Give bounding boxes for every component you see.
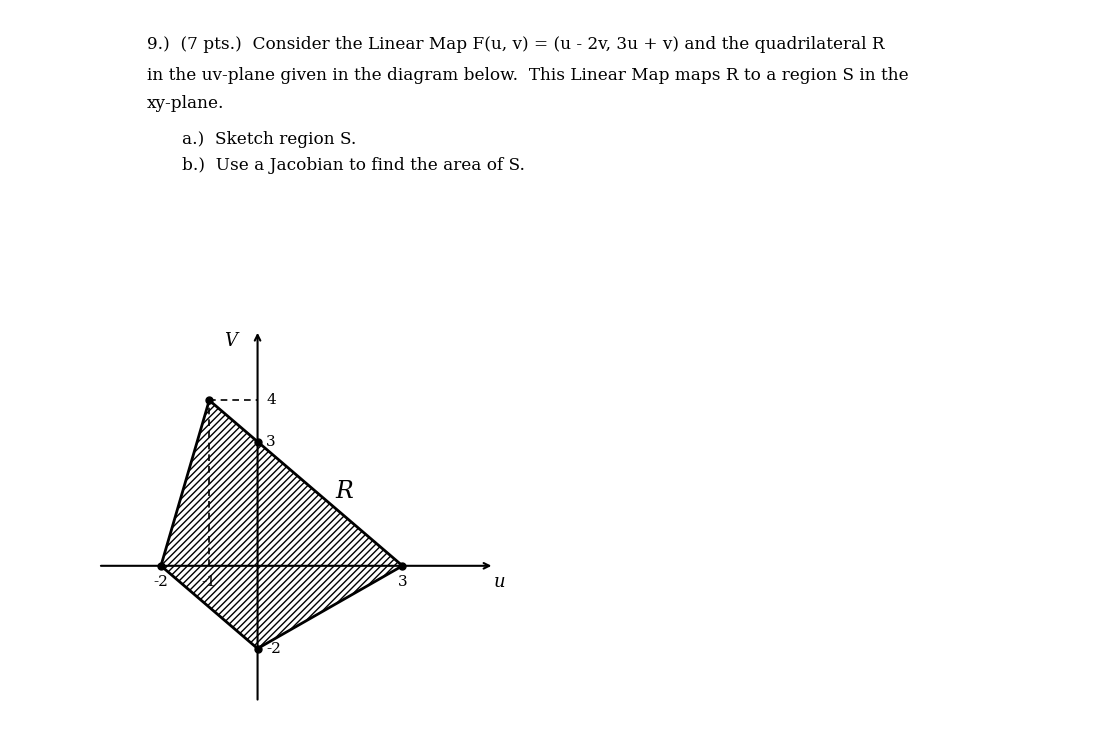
Text: 3: 3 (267, 435, 275, 448)
Text: in the uv-plane given in the diagram below.  This Linear Map maps R to a region : in the uv-plane given in the diagram bel… (147, 67, 909, 83)
Text: R: R (335, 480, 354, 503)
Text: V: V (225, 332, 238, 350)
Text: 9.)  (7 pts.)  Consider the Linear Map F(u, v) = (u - 2v, 3u + v) and the quadri: 9.) (7 pts.) Consider the Linear Map F(u… (147, 36, 885, 53)
Text: -2: -2 (154, 575, 168, 589)
Text: xy-plane.: xy-plane. (147, 95, 225, 112)
Text: 3: 3 (398, 575, 407, 589)
Text: 4: 4 (267, 393, 276, 407)
Text: b.)  Use a Jacobian to find the area of S.: b.) Use a Jacobian to find the area of S… (182, 157, 525, 174)
Text: a.)  Sketch region S.: a.) Sketch region S. (182, 131, 357, 147)
Text: -2: -2 (267, 642, 281, 655)
Text: u: u (493, 573, 505, 591)
Polygon shape (161, 400, 403, 649)
Text: -1: -1 (201, 575, 217, 589)
